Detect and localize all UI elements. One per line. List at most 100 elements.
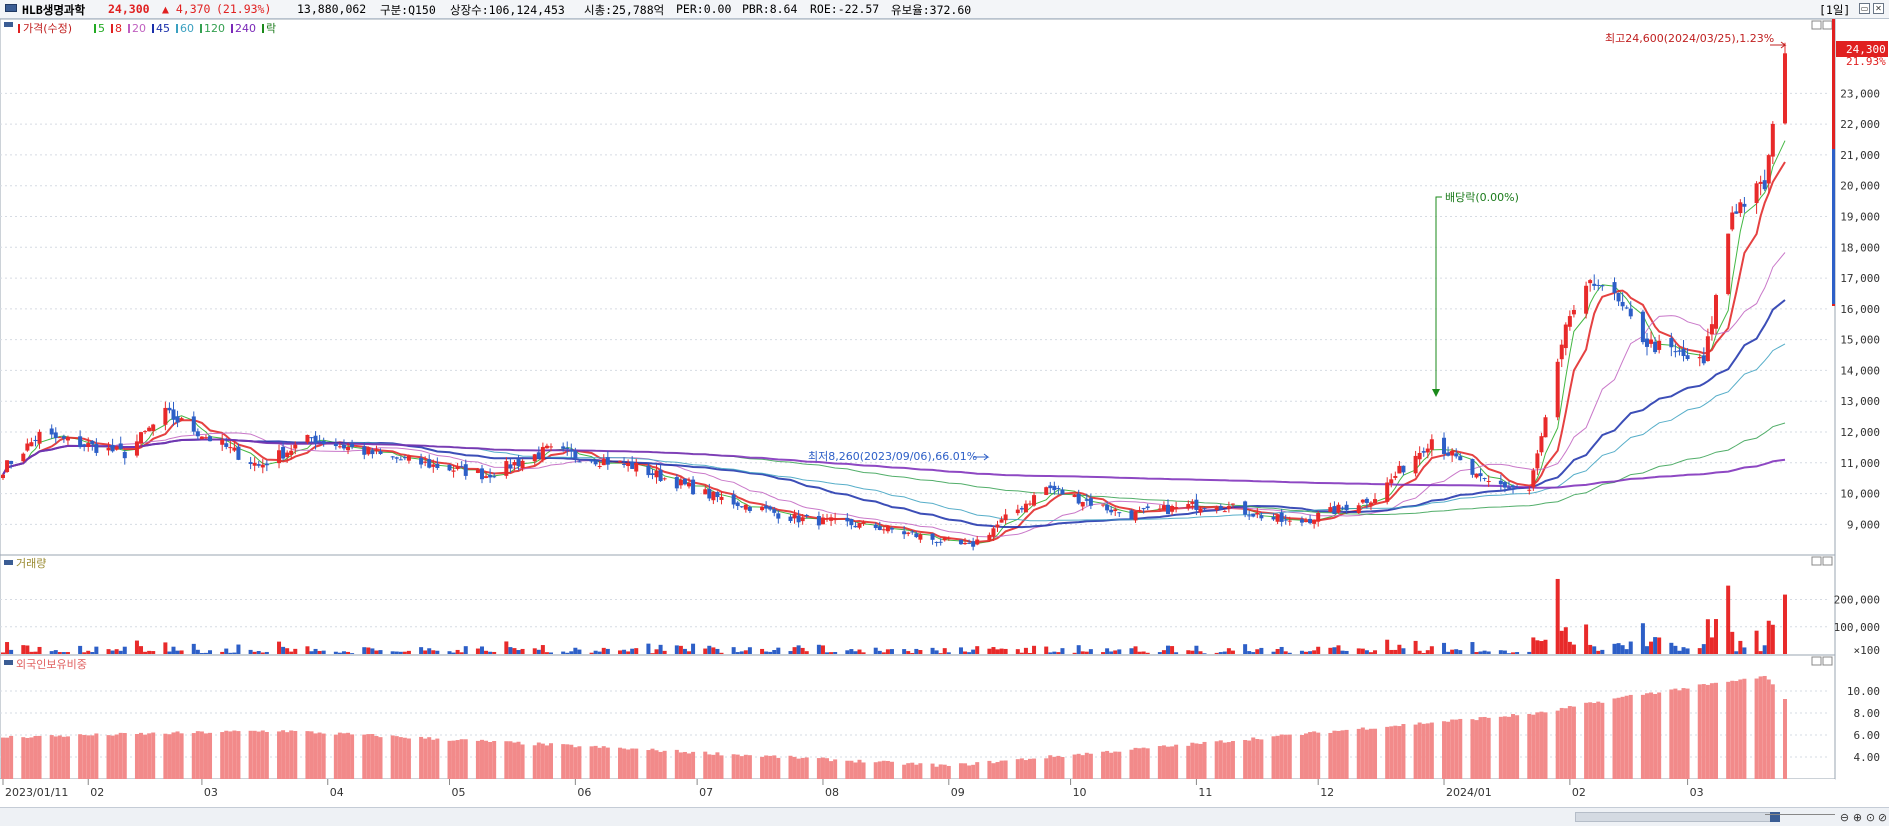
candle-body	[1373, 499, 1378, 504]
foreign-bar	[906, 763, 911, 779]
volume-bar	[398, 651, 403, 654]
minimize-icon[interactable]: ▭	[1859, 3, 1870, 14]
foreign-bar	[1279, 734, 1284, 779]
volume-bar	[1442, 642, 1447, 654]
foreign-panel-close-icon[interactable]	[1822, 656, 1833, 666]
volume-bar	[504, 641, 509, 654]
stock-chart[interactable]: 23,000 22,000 21,000 20,000 19,000 18,000 17,0…	[0, 19, 1889, 807]
volume-bar	[341, 651, 346, 654]
foreign-bar	[1478, 717, 1483, 779]
foreign-panel-max-icon[interactable]	[1811, 656, 1822, 666]
foreign-bar	[1003, 760, 1008, 779]
volume-bar	[593, 650, 598, 654]
price-panel-close-icon[interactable]	[1822, 20, 1833, 30]
foreign-bar	[264, 731, 269, 779]
volume-bar	[548, 652, 553, 654]
price-change-pct: (21.93%)	[216, 2, 272, 16]
volume-bar	[703, 648, 708, 654]
candle-body	[914, 533, 919, 538]
foreign-bar	[1385, 726, 1390, 779]
candle-body	[532, 454, 537, 462]
candle-body	[1742, 203, 1747, 207]
volume-bar	[622, 649, 627, 654]
candle-body	[248, 462, 253, 465]
foreign-bar	[110, 735, 115, 779]
period-selector[interactable]: [1일]	[1819, 3, 1851, 17]
candle-body	[1165, 504, 1170, 515]
zoom-slider[interactable]	[1765, 814, 1835, 821]
scroll-position-icon[interactable]	[1770, 812, 1780, 822]
candle-body	[455, 466, 460, 469]
foreign-bar	[1023, 760, 1028, 779]
volume-bar	[1486, 651, 1491, 654]
candle-body	[1364, 498, 1369, 503]
volume-bar	[459, 652, 464, 654]
volume-bar	[833, 651, 838, 654]
x-tick-label: 04	[330, 786, 344, 799]
foreign-panel-icon[interactable]	[4, 660, 13, 665]
volume-bar	[220, 651, 225, 654]
price-panel-icon[interactable]	[4, 22, 13, 27]
candle-body	[1279, 512, 1284, 522]
candle-body	[1076, 493, 1081, 504]
foreign-bar	[484, 740, 489, 779]
zoom-out-icon[interactable]: ⊖	[1839, 811, 1850, 824]
candle-body	[350, 443, 355, 448]
volume-bar	[463, 646, 468, 654]
horizontal-scrollbar[interactable]: ⊖ ⊕ ⊙ ⊘	[0, 807, 1889, 826]
volume-bar	[337, 652, 342, 654]
foreign-bar	[1701, 684, 1706, 779]
foreign-bar	[167, 734, 172, 779]
candle-body	[743, 504, 748, 510]
candle-body	[1084, 499, 1089, 501]
foreign-bar	[175, 731, 180, 779]
candle-body	[1299, 519, 1304, 523]
volume-bar	[1535, 640, 1540, 654]
volume-bar	[885, 649, 890, 654]
candle-body	[33, 439, 38, 442]
candle-body	[1186, 504, 1191, 509]
candle-body	[1588, 280, 1593, 284]
foreign-bar	[532, 745, 537, 779]
volume-panel-icon[interactable]	[4, 560, 13, 565]
foreign-bar	[1559, 707, 1564, 779]
candle-body	[760, 506, 765, 511]
chart-window-icon[interactable]	[5, 4, 17, 12]
zoom-fit-icon[interactable]: ⊘	[1877, 811, 1888, 824]
close-icon[interactable]: ✕	[1873, 3, 1884, 14]
zoom-reset-icon[interactable]: ⊙	[1865, 811, 1876, 824]
foreign-bar	[248, 730, 253, 779]
foreign-bar	[881, 760, 886, 779]
foreign-bar	[1161, 745, 1166, 779]
candle-body	[816, 515, 821, 526]
volume-bar	[1003, 648, 1008, 654]
candle-body	[1413, 455, 1418, 474]
price-change: ▲ 4,370	[162, 2, 211, 16]
candle-body	[277, 450, 282, 464]
volume-bar	[1458, 650, 1463, 654]
candle-body	[394, 457, 399, 459]
volume-bar	[1669, 642, 1674, 654]
volume-bar	[1446, 651, 1451, 654]
volume-bar	[1259, 647, 1264, 654]
foreign-bar	[285, 732, 290, 779]
candle-body	[719, 496, 724, 500]
volume-panel-close-icon[interactable]	[1822, 556, 1833, 566]
volume-panel-max-icon[interactable]	[1811, 556, 1822, 566]
volume-bar	[1766, 620, 1771, 654]
foreign-bar	[431, 739, 436, 779]
candle-body	[1271, 516, 1276, 520]
candle-body	[873, 524, 878, 528]
candle-body	[1535, 453, 1540, 469]
volume-bar	[1230, 650, 1235, 654]
zoom-in-icon[interactable]: ⊕	[1852, 811, 1863, 824]
volume-bar	[646, 643, 651, 654]
foreign-bar	[333, 734, 338, 779]
foreign-bar	[289, 730, 294, 779]
volume-bar	[232, 652, 237, 654]
price-range-bar-down	[1832, 149, 1835, 304]
foreign-bar	[313, 733, 318, 779]
scroll-thumb[interactable]	[1575, 812, 1775, 822]
price-panel-max-icon[interactable]	[1811, 20, 1822, 30]
volume-bar	[1247, 651, 1252, 654]
